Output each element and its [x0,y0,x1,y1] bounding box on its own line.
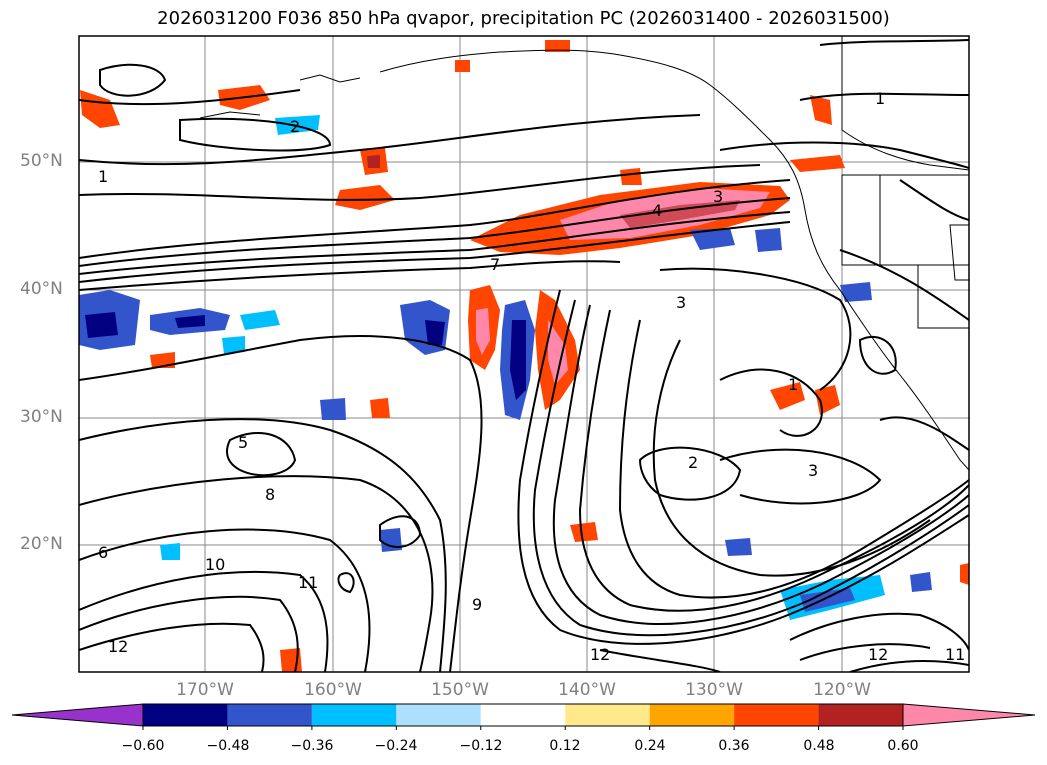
contour-label-12c: 12 [868,645,888,664]
contour-labels: 1 2 3 4 5 6 7 8 9 10 11 12 3 3 2 1 12 12… [98,89,965,664]
precip-positive-shading [80,40,969,672]
colorbar-segment [311,704,397,726]
contour-label-7: 7 [490,255,500,274]
colorbar-tick-label: −0.60 [121,738,165,754]
lon-label-150w: 150°W [431,680,489,700]
colorbar-border [142,703,904,727]
colorbar-tick-label: −0.12 [459,738,503,754]
contour-label-6: 6 [98,543,108,562]
contour-label-1b: 1 [788,375,798,394]
colorbar-tick-label: −0.36 [290,738,334,754]
colorbar-extend-low [11,703,144,727]
contour-label-11: 11 [298,573,318,592]
colorbar-segment [143,704,228,726]
contour-label-3: 3 [713,187,723,206]
colorbar-segment [734,704,819,726]
colorbar-tick-label: 0.48 [803,738,835,754]
lat-label-20n: 20°N [20,534,63,554]
lat-label-40n: 40°N [20,279,63,299]
contour-label-3c: 3 [808,461,818,480]
colorbar-segment [480,704,566,726]
coastlines [199,36,969,471]
colorbar-tick-label: −0.24 [374,738,418,754]
qvapor-contours [79,39,969,672]
colorbar-segment [818,704,903,726]
colorbar-segment [649,704,735,726]
contour-label-12b: 12 [590,645,610,664]
contour-label-2b: 2 [688,453,698,472]
colorbar-tick-label: −0.48 [206,738,250,754]
colorbar-segment [565,704,650,726]
colorbar-extend-high [902,703,1036,727]
colorbar-segment [396,704,481,726]
map-panel: 1 2 3 4 5 6 7 8 9 10 11 12 3 3 2 1 12 12… [79,36,969,672]
contour-label-2: 2 [290,117,300,136]
colorbar-segment [227,704,312,726]
map-border [78,35,970,673]
colorbar-tick-label: 0.24 [634,738,666,754]
lon-label-170w: 170°W [176,680,234,700]
contour-label-8: 8 [265,485,275,504]
contour-label-11b: 11 [945,645,965,664]
contour-label-4: 4 [652,201,662,220]
lat-label-50n: 50°N [20,151,63,171]
lat-label-30n: 30°N [20,407,63,427]
lon-label-160w: 160°W [304,680,362,700]
precip-negative-shading [79,115,932,620]
contour-label-5: 5 [238,433,248,452]
colorbar-tick-label: 0.12 [549,738,581,754]
contour-label-1c: 1 [875,89,885,108]
contour-label-10: 10 [205,555,225,574]
colorbar-tick-label: 0.60 [887,738,919,754]
colorbar [11,703,1036,730]
contour-label-12: 12 [108,637,128,656]
lon-label-130w: 130°W [685,680,743,700]
lon-label-140w: 140°W [558,680,616,700]
map-title: 2026031200 F036 850 hPa qvapor, precipit… [157,8,890,29]
contour-label-1: 1 [98,167,108,186]
colorbar-tick-label: 0.36 [718,738,750,754]
contour-label-3b: 3 [676,293,686,312]
lon-label-120w: 120°W [813,680,871,700]
contour-label-9: 9 [472,595,482,614]
